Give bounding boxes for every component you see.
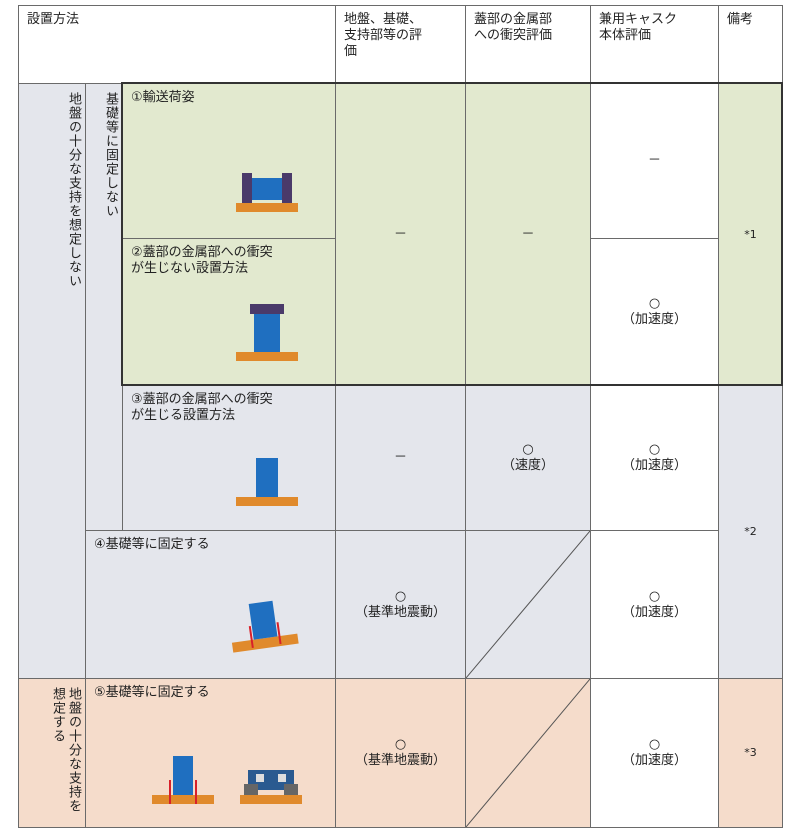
ground-cell: ○ （基準地震動） [335,678,466,828]
note-cell: *3 [718,678,783,828]
body-cell: ○ （加速度） [590,678,719,828]
group-label: 地盤の十分な支持を想定しない [18,83,86,679]
lid-cell: － [465,83,591,386]
body-cell: ○ （加速度） [590,530,719,679]
icon-fixed-supported [152,756,302,804]
lid-cell-empty [465,530,591,679]
method-cell: ①輸送荷姿 [122,83,336,239]
header-cell: 設置方法 [18,5,336,84]
header-cell: 蓋部の金属部 への衝突評価 [465,5,591,84]
header-cell: 備考 [718,5,783,84]
body-cell: ○ （加速度） [590,238,719,386]
icon-no-collision [236,304,298,361]
icon-collision [236,458,298,506]
lid-cell: ○ （速度） [465,385,591,531]
group-label: 基礎等に固定しない [85,83,123,531]
icon-fixed [231,600,299,653]
diagonal [466,531,590,678]
body-cell: ○ （加速度） [590,385,719,531]
lid-cell-empty [465,678,591,828]
ground-cell: － [335,385,466,531]
header-cell: 地盤、基礎、 支持部等の評 価 [335,5,466,84]
ground-cell: ○ （基準地震動） [335,530,466,679]
header-cell: 兼用キャスク 本体評価 [590,5,719,84]
method-cell: ③蓋部の金属部への衝突 が生じる設置方法 [122,385,336,531]
diagonal [466,679,590,827]
group-outline [121,82,783,386]
group-label: 地盤の十分な支持を想定する [18,678,86,828]
note-cell: *2 [718,385,783,679]
icon-transport [236,173,298,212]
method-cell: ②蓋部の金属部への衝突 が生じない設置方法 [122,238,336,386]
